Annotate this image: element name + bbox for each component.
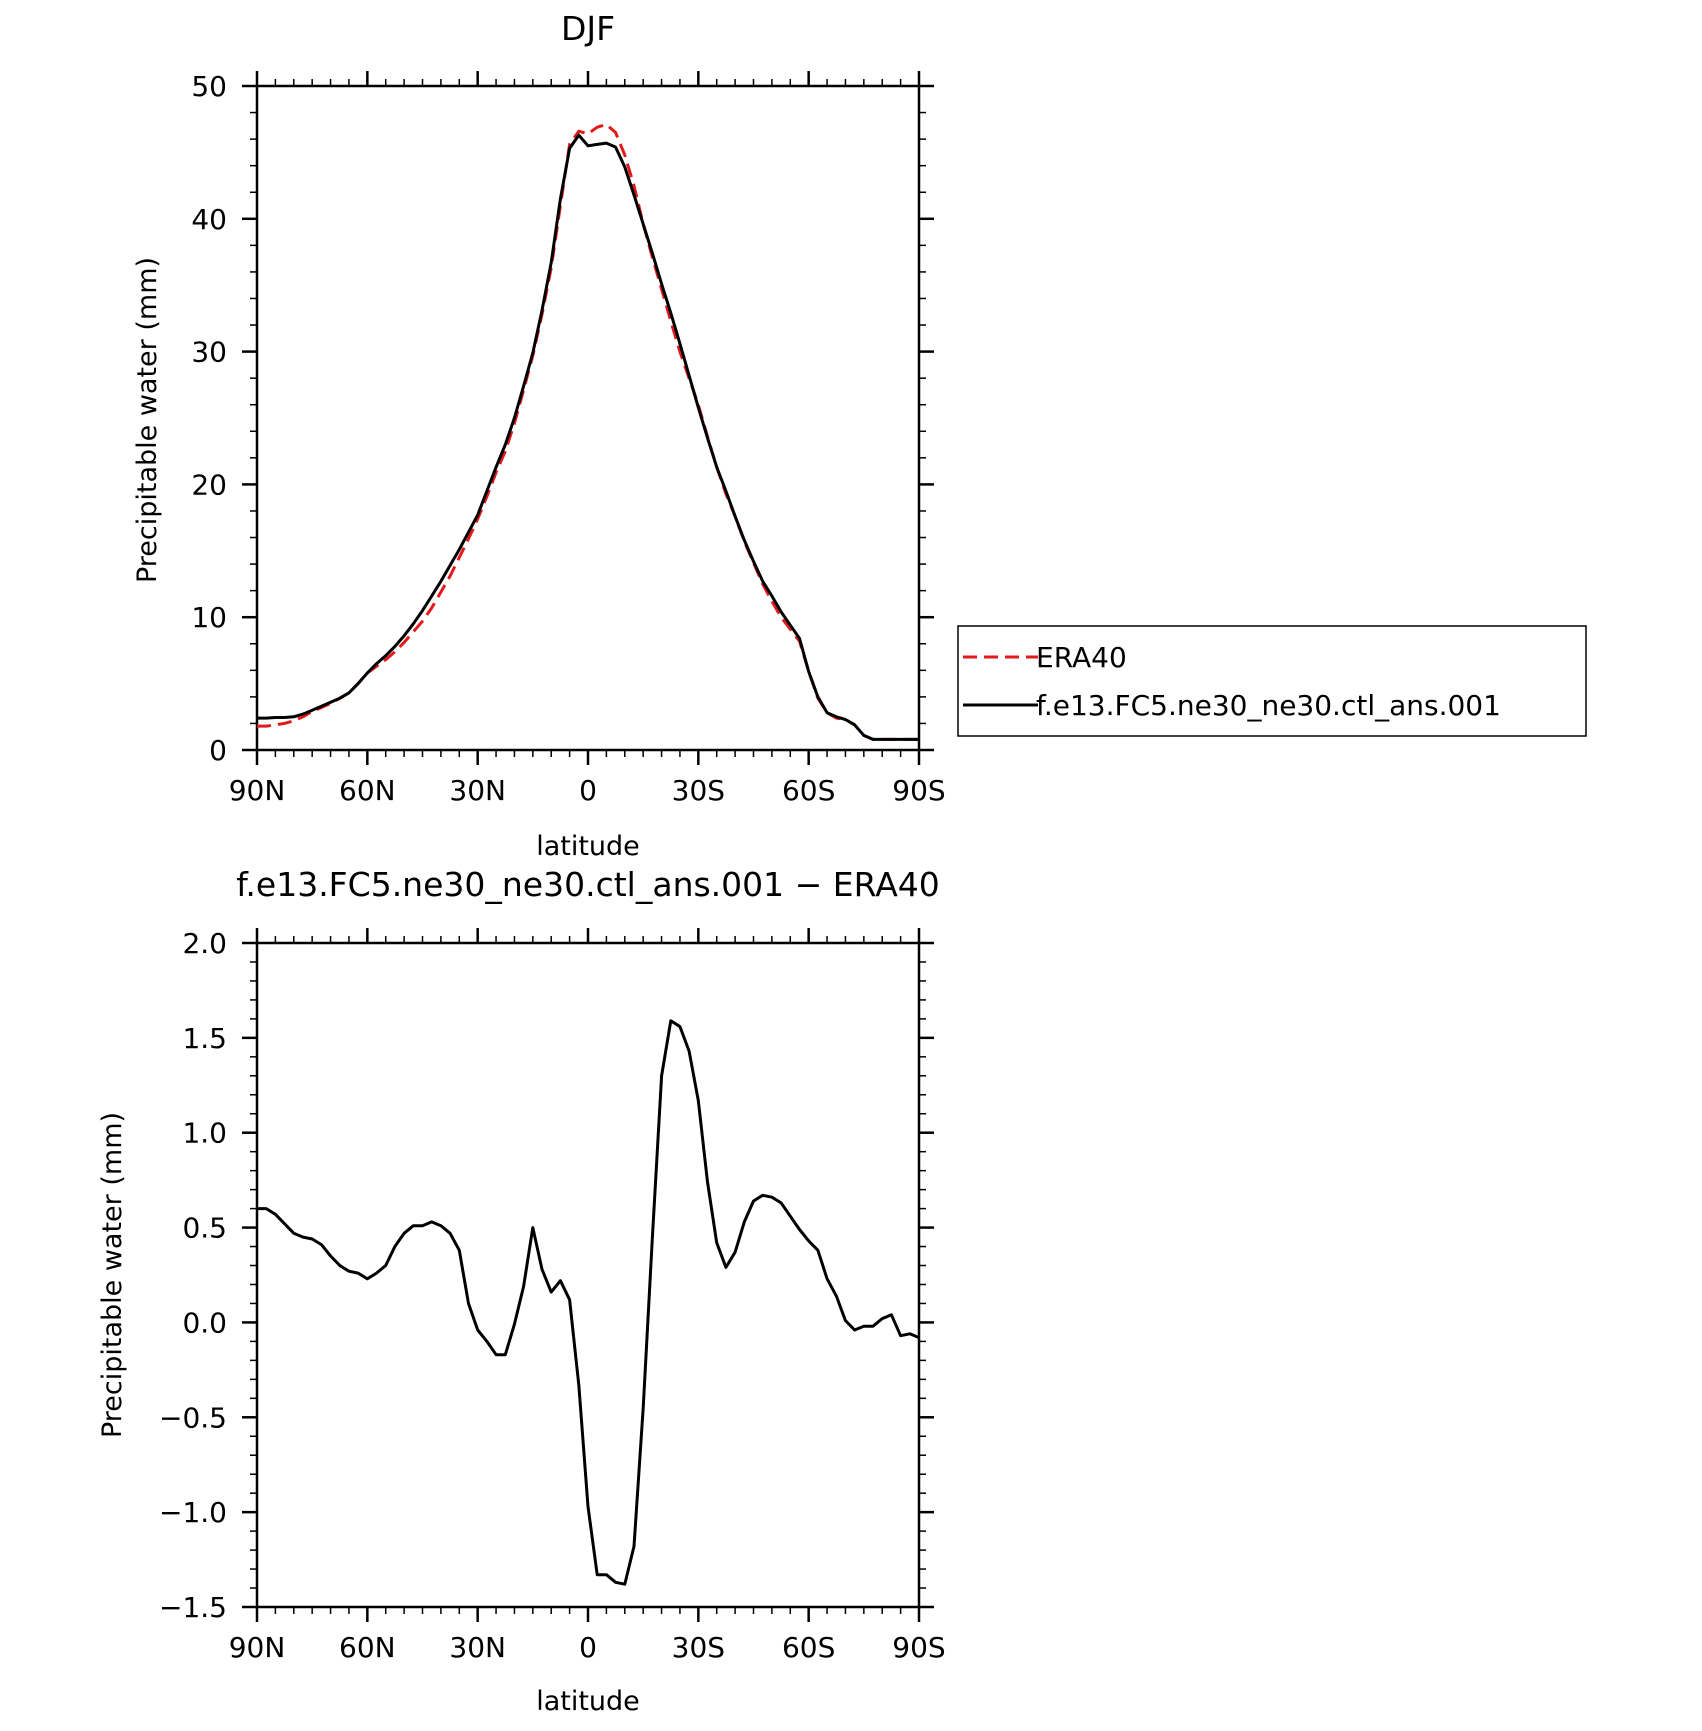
legend: ERA40 f.e13.FC5.ne30_ne30.ctl_ans.001 [957, 625, 1587, 737]
y-tick-label: 20 [191, 468, 227, 501]
y-tick-label: 1.0 [182, 1117, 227, 1150]
y-tick-label: 2.0 [182, 927, 227, 960]
x-tick-label: 30N [449, 774, 506, 807]
x-tick-label: 30S [672, 774, 725, 807]
top-panel: DJF 90N 60N 30N 0 30S 60S 90S 0 10 20 30 40 50 latit… [132, 9, 946, 862]
y-tick-label: 0.5 [182, 1212, 227, 1245]
x-tick-label: 60N [339, 1631, 396, 1664]
x-tick-label: 60N [339, 774, 396, 807]
y-tick-label: −1.0 [159, 1496, 227, 1529]
bottom-panel: f.e13.FC5.ne30_ne30.ctl_ans.001 − ERA40 … [97, 865, 946, 1717]
y-tick-label: 0.0 [182, 1306, 227, 1339]
x-tick-label: 90S [892, 1631, 945, 1664]
x-tick-label: 60S [782, 1631, 835, 1664]
bottom-x-axis-label: latitude [536, 1686, 640, 1717]
legend-label-model: f.e13.FC5.ne30_ne30.ctl_ans.001 [1036, 689, 1501, 722]
x-tick-label: 30S [672, 1631, 725, 1664]
x-tick-label: 0 [579, 774, 597, 807]
legend-box [957, 625, 1587, 737]
top-y-axis-label: Precipitable water (mm) [132, 257, 163, 583]
top-panel-title: DJF [561, 9, 615, 48]
top-plot-area: 90N 60N 30N 0 30S 60S 90S 0 10 20 30 40 50 [191, 70, 945, 807]
x-tick-label: 30N [449, 1631, 506, 1664]
y-tick-label: 0 [209, 734, 227, 767]
y-tick-label: 30 [191, 336, 227, 369]
bottom-panel-title: f.e13.FC5.ne30_ne30.ctl_ans.001 − ERA40 [236, 865, 940, 904]
y-tick-label: 10 [191, 601, 227, 634]
plot-frame [255, 84, 921, 752]
bottom-y-axis-label: Precipitable water (mm) [97, 1112, 128, 1438]
y-tick-label: −0.5 [159, 1401, 227, 1434]
x-tick-label: 90S [892, 774, 945, 807]
bottom-plot-area: 90N 60N 30N 0 30S 60S 90S −1.5 −1.0 −0.5 0.0 0.5 1.0… [159, 927, 946, 1664]
x-tick-label: 60S [782, 774, 835, 807]
difference-line [257, 1019, 920, 1586]
era40-line [257, 123, 919, 741]
model-line [257, 133, 919, 741]
top-x-axis-label: latitude [536, 831, 640, 862]
y-tick-label: −1.5 [159, 1591, 227, 1624]
y-tick-label: 1.5 [182, 1022, 227, 1055]
x-tick-label: 0 [579, 1631, 597, 1664]
y-tick-label: 50 [191, 70, 227, 103]
x-tick-label: 90N [229, 1631, 286, 1664]
legend-label-era40: ERA40 [1036, 641, 1127, 674]
x-tick-label: 90N [229, 774, 286, 807]
y-tick-label: 40 [191, 203, 227, 236]
